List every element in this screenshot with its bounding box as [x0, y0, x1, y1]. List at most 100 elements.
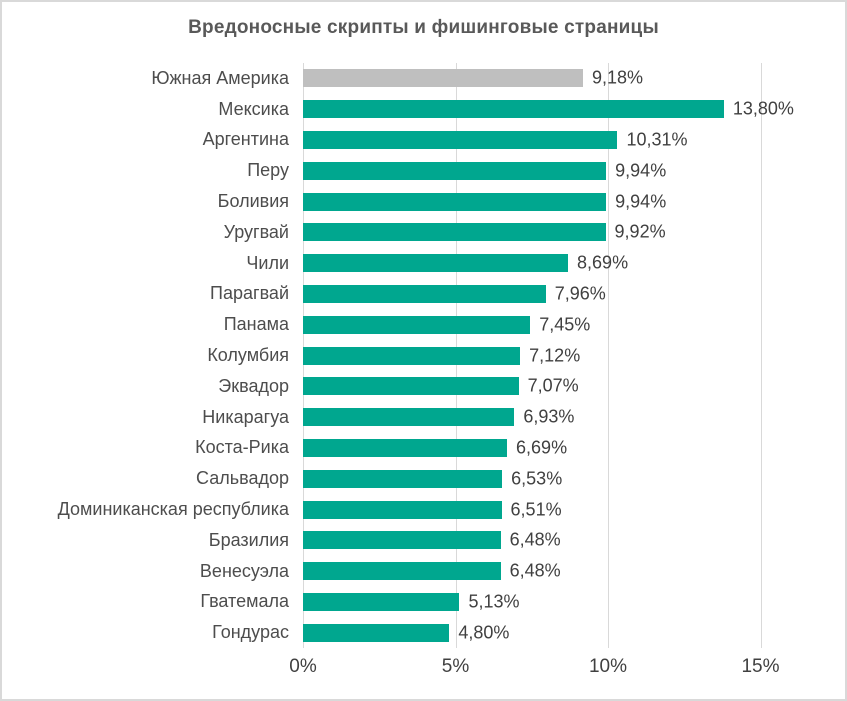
value-label: 5,13% — [468, 591, 520, 612]
value-label: 9,94% — [615, 191, 667, 212]
bar-row: Уругвай 9,92% — [2, 217, 845, 248]
value-label: 6,93% — [523, 406, 575, 427]
category-label: Бразилия — [208, 529, 289, 550]
category-label: Аргентина — [202, 129, 289, 150]
summary-bar — [303, 69, 583, 88]
bar-row: Колумбия 7,12% — [2, 340, 845, 371]
value-label: 6,48% — [509, 560, 561, 581]
value-bar — [303, 254, 569, 273]
value-label: 13,80% — [732, 98, 794, 119]
category-label: Колумбия — [207, 345, 289, 366]
value-bar — [303, 623, 450, 642]
value-bar — [303, 408, 515, 427]
bar-row: Гондурас 4,80% — [2, 617, 845, 648]
bar-row: Бразилия 6,48% — [2, 525, 845, 556]
x-axis: 0% 5% 10% 15% — [289, 648, 845, 688]
category-label: Гондурас — [212, 622, 289, 643]
value-label: 6,51% — [510, 499, 562, 520]
bar-row: Панама 7,45% — [2, 309, 845, 340]
value-label: 7,96% — [554, 283, 606, 304]
x-tick-label: 10% — [588, 656, 628, 678]
value-label: 8,69% — [577, 252, 629, 273]
bar-track: 6,69% — [302, 433, 845, 464]
value-bar — [303, 192, 607, 211]
x-tick-label: 5% — [441, 656, 470, 678]
bar-track: 7,07% — [302, 371, 845, 402]
category-label: Никарагуа — [202, 406, 289, 427]
value-label: 10,31% — [626, 129, 688, 150]
bar-track: 6,48% — [302, 525, 845, 556]
value-label: 9,92% — [614, 221, 666, 242]
value-bar — [303, 500, 502, 519]
category-label: Мексика — [218, 98, 289, 119]
chart-title: Вредоносные скрипты и фишинговые страниц… — [188, 17, 659, 38]
bar-track: 13,80% — [302, 94, 845, 125]
bar-track: 7,96% — [302, 279, 845, 310]
category-label: Парагвай — [210, 283, 289, 304]
bar-track: 7,45% — [302, 309, 845, 340]
bar-row: Аргентина 10,31% — [2, 125, 845, 156]
bar-track: 7,12% — [302, 340, 845, 371]
bar-row: Мексика 13,80% — [2, 94, 845, 125]
bar-row: Венесуэла 6,48% — [2, 556, 845, 587]
bar-track: 8,69% — [302, 248, 845, 279]
category-label: Гватемала — [200, 591, 289, 612]
bar-track: 4,80% — [302, 617, 845, 648]
bar-row: Гватемала 5,13% — [2, 587, 845, 618]
bar-row: Чили 8,69% — [2, 248, 845, 279]
value-bar — [303, 562, 501, 581]
value-label: 6,69% — [516, 437, 568, 458]
value-label: 7,07% — [527, 375, 579, 396]
value-bar — [303, 130, 618, 149]
value-bar — [303, 531, 501, 550]
bar-track: 5,13% — [302, 587, 845, 618]
bar-row: Южная Америка 9,18% — [2, 63, 845, 94]
category-label: Панама — [223, 314, 289, 335]
value-bar — [303, 469, 503, 488]
bar-track: 9,94% — [302, 155, 845, 186]
bar-track: 6,51% — [302, 494, 845, 525]
category-label: Коста-Рика — [195, 437, 289, 458]
bar-track: 10,31% — [302, 125, 845, 156]
value-label: 4,80% — [458, 622, 510, 643]
bar-row: Боливия 9,94% — [2, 186, 845, 217]
category-label: Южная Америка — [151, 67, 289, 88]
bar-row: Доминиканская республика 6,51% — [2, 494, 845, 525]
value-label: 7,12% — [529, 345, 581, 366]
value-bar — [303, 377, 519, 396]
value-bar — [303, 592, 460, 611]
bar-row: Коста-Рика 6,69% — [2, 433, 845, 464]
value-bar — [303, 284, 546, 303]
x-tick-label: 0% — [289, 656, 317, 678]
value-label: 6,53% — [511, 468, 563, 489]
bar-track: 6,48% — [302, 556, 845, 587]
category-label: Эквадор — [218, 375, 289, 396]
category-label: Чили — [246, 252, 289, 273]
value-label: 7,45% — [539, 314, 591, 335]
value-bar — [303, 223, 606, 242]
bar-track: 9,18% — [302, 63, 845, 94]
category-label: Венесуэла — [199, 560, 289, 581]
bar-track: 6,53% — [302, 463, 845, 494]
category-label: Сальвадор — [196, 468, 289, 489]
value-bar — [303, 346, 521, 365]
bar-chart: Южная Америка 9,18% Мексика 13,80% Аргентина… — [2, 63, 845, 688]
category-label: Перу — [247, 160, 289, 181]
value-bar — [303, 161, 607, 180]
value-bar — [303, 438, 508, 457]
value-label: 9,94% — [615, 160, 667, 181]
category-label: Уругвай — [223, 221, 289, 242]
bar-track: 6,93% — [302, 402, 845, 433]
value-bar — [303, 100, 724, 119]
bar-row: Эквадор 7,07% — [2, 371, 845, 402]
bar-row: Парагвай 7,96% — [2, 279, 845, 310]
bar-rows: Южная Америка 9,18% Мексика 13,80% Аргентина… — [2, 63, 845, 648]
bar-row: Перу 9,94% — [2, 155, 845, 186]
category-label: Доминиканская республика — [57, 499, 289, 520]
bar-track: 9,92% — [302, 217, 845, 248]
bar-track: 9,94% — [302, 186, 845, 217]
x-tick-label: 15% — [741, 656, 780, 678]
bar-row: Сальвадор 6,53% — [2, 463, 845, 494]
value-bar — [303, 315, 531, 334]
